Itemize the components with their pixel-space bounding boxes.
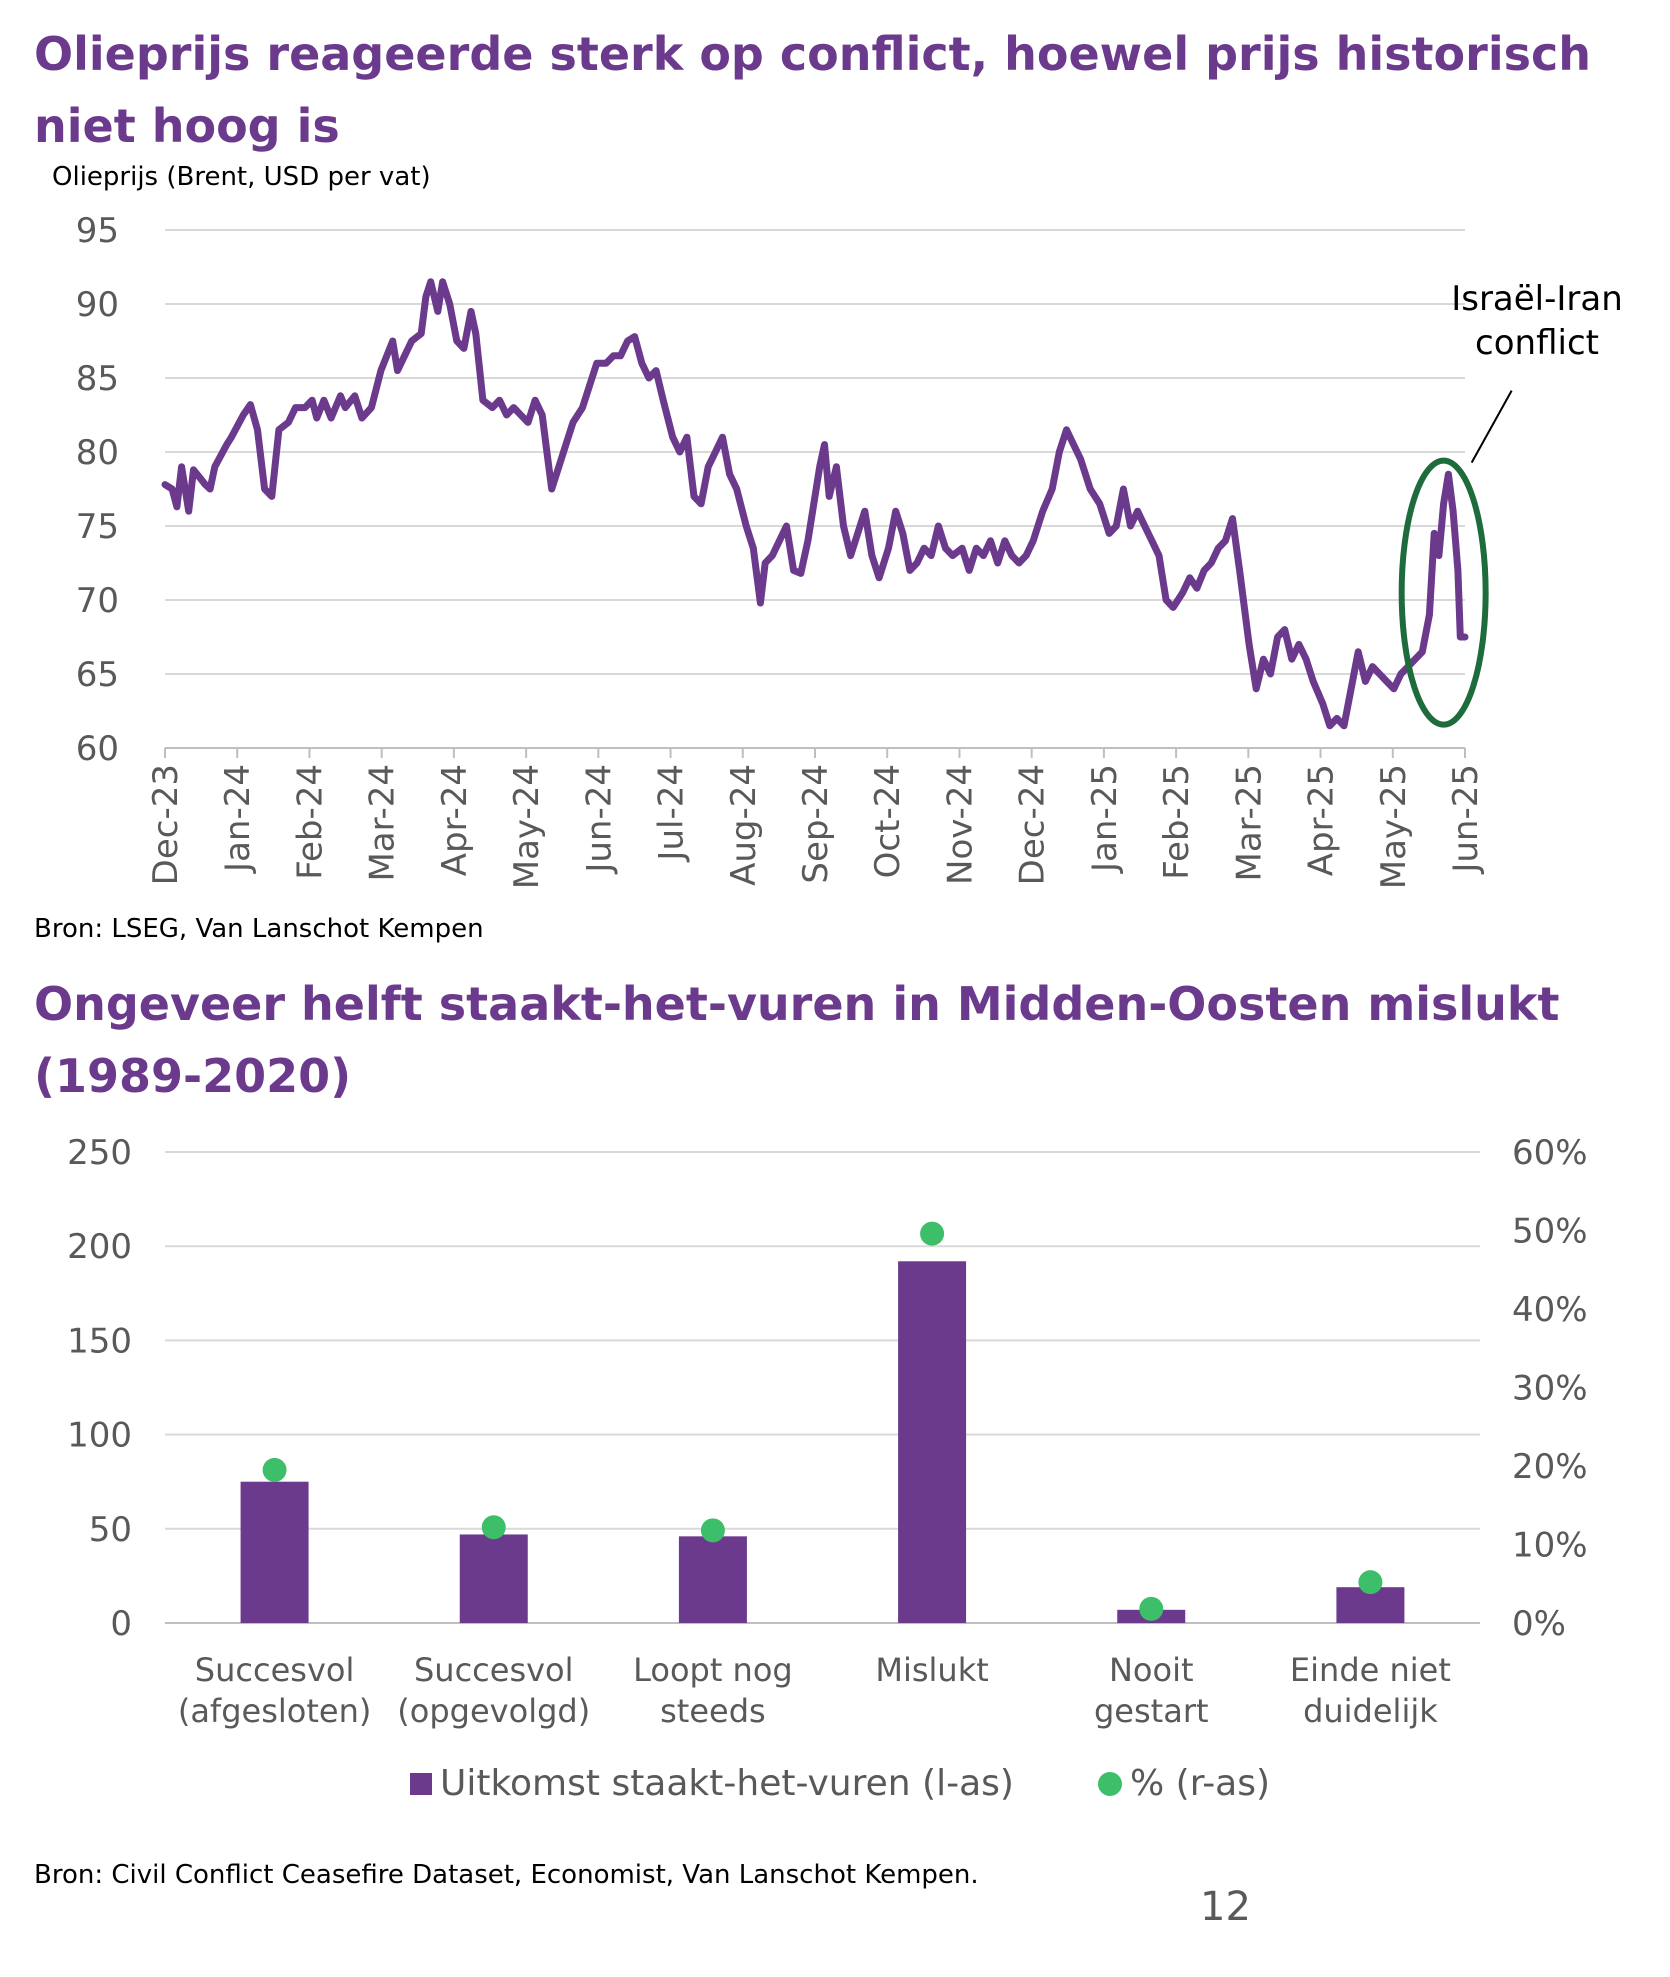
category-label: Succesvol	[414, 1651, 574, 1689]
x-tick-label: Mar-25	[1229, 764, 1269, 882]
source-note-oil: Bron: LSEG, Van Lanschot Kempen	[34, 914, 484, 944]
category-label: duidelijk	[1303, 1692, 1438, 1730]
y-tick-label: 65	[76, 655, 119, 695]
x-tick-label: May-25	[1374, 764, 1414, 889]
x-tick-label: Feb-24	[290, 764, 330, 880]
annotation-label-line1: Israël-Iran	[1451, 279, 1623, 319]
y-tick-label: 75	[76, 507, 119, 547]
oil-price-line	[161, 278, 1469, 730]
y-right-tick-label: 20%	[1512, 1447, 1588, 1487]
x-tick-label: Jun-24	[579, 764, 619, 875]
y-right-tick-label: 50%	[1512, 1212, 1588, 1252]
pct-dot	[481, 1515, 506, 1540]
y-tick-label: 70	[76, 581, 119, 621]
x-tick-label: Dec-24	[1013, 764, 1053, 885]
category-label: (opgevolgd)	[397, 1692, 590, 1730]
pct-dot	[262, 1457, 287, 1482]
ceasefire-chart: 0 50 100 150 200 250 0% 10% 20% 30% 40% 50% 60% Succe…	[67, 1133, 1588, 1804]
category-label: Succesvol	[195, 1651, 355, 1689]
category-label: Nooit	[1109, 1651, 1194, 1689]
x-tick-label: Oct-24	[868, 764, 908, 878]
source-note-ceasefire: Bron: Civil Conflict Ceasefire Dataset, …	[34, 1860, 979, 1890]
x-tick-label: Nov-24	[940, 764, 980, 885]
x-tick-label: May-24	[507, 764, 547, 889]
oil-price-chart: 60 65 70 75 80 85 90 95 Dec-23 Jan-24 Feb-24 Mar-24…	[76, 211, 1623, 889]
y-axis-label-oil: Olieprijs (Brent, USD per vat)	[52, 162, 431, 192]
y-left-tick-label: 0	[110, 1604, 132, 1644]
y-right-tick-label: 10%	[1512, 1526, 1588, 1566]
x-tick-label: Apr-24	[435, 764, 475, 876]
pct-dot	[920, 1221, 945, 1246]
x-tick-label: Jan-25	[1085, 764, 1125, 874]
legend-bar-label: Uitkomst staakt-het-vuren (l-as)	[440, 1763, 1014, 1804]
bar	[459, 1534, 528, 1623]
y-tick-label: 80	[76, 433, 119, 473]
chart-title-ceasefire: Ongeveer helft staakt-het-vuren in Midde…	[34, 977, 1560, 1103]
x-tick-label: Jul-24	[652, 764, 692, 863]
y-tick-label: 90	[76, 285, 119, 325]
y-left-tick-label: 200	[67, 1227, 132, 1267]
x-tick-label: Sep-24	[796, 764, 836, 884]
chart-title-oil: Olieprijs reageerde sterk op conflict, h…	[34, 27, 1591, 153]
legend-dot-label: % (r-as)	[1130, 1763, 1270, 1804]
x-tick-label: Aug-24	[724, 764, 764, 886]
y-right-tick-label: 60%	[1512, 1133, 1588, 1173]
pct-dot	[1139, 1596, 1164, 1621]
category-label: (afgesloten)	[178, 1692, 372, 1730]
y-left-tick-label: 50	[89, 1510, 132, 1550]
y-left-tick-label: 250	[67, 1133, 132, 1173]
category-label: Einde niet	[1290, 1651, 1451, 1689]
y-tick-label: 60	[76, 729, 119, 769]
x-tick-label: Feb-25	[1157, 764, 1197, 880]
x-tick-label: Dec-23	[146, 764, 186, 885]
pct-dot	[1358, 1570, 1383, 1595]
annotation-ellipse	[1398, 457, 1489, 728]
y-left-tick-label: 100	[67, 1416, 132, 1456]
bar	[240, 1481, 309, 1623]
bar	[898, 1261, 967, 1623]
y-right-tick-label: 40%	[1512, 1290, 1588, 1330]
legend-dot-swatch	[1098, 1772, 1122, 1796]
bar	[678, 1536, 747, 1623]
y-tick-label: 95	[76, 211, 119, 251]
x-tick-label: Apr-25	[1302, 764, 1342, 876]
category-label: steeds	[660, 1692, 766, 1730]
x-tick-label: Jun-25	[1446, 764, 1486, 875]
x-tick-label: Mar-24	[363, 764, 403, 882]
x-tick-label: Jan-24	[218, 764, 258, 874]
y-left-tick-label: 150	[67, 1321, 132, 1361]
pct-dot	[700, 1518, 725, 1543]
y-tick-label: 85	[76, 359, 119, 399]
category-label: Loopt nog	[633, 1651, 793, 1689]
y-right-tick-label: 0%	[1512, 1604, 1566, 1644]
annotation-label-line2: conflict	[1475, 323, 1599, 363]
category-label: gestart	[1094, 1692, 1209, 1730]
y-right-tick-label: 30%	[1512, 1369, 1588, 1409]
legend-bar-swatch	[410, 1773, 432, 1795]
annotation-leader-line	[1470, 390, 1513, 464]
page-number: 12	[1200, 1884, 1251, 1930]
category-label: Mislukt	[875, 1651, 988, 1689]
